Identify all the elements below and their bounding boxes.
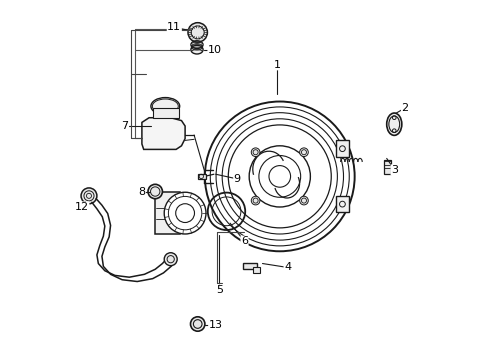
Bar — [253, 267, 260, 273]
Ellipse shape — [386, 113, 401, 135]
Text: 3: 3 — [390, 165, 397, 175]
Circle shape — [190, 317, 204, 331]
Text: 4: 4 — [284, 262, 291, 273]
Circle shape — [148, 184, 162, 199]
Text: 13: 13 — [208, 320, 222, 330]
Circle shape — [204, 102, 354, 251]
Text: 2: 2 — [401, 103, 408, 113]
Text: 5: 5 — [215, 285, 223, 295]
Circle shape — [164, 192, 205, 234]
Text: 11: 11 — [167, 22, 181, 32]
Ellipse shape — [190, 45, 203, 54]
Bar — [197, 174, 206, 179]
Text: 8: 8 — [138, 186, 145, 197]
Text: 10: 10 — [207, 45, 222, 55]
Circle shape — [299, 196, 307, 205]
Circle shape — [187, 23, 207, 42]
Circle shape — [251, 148, 260, 157]
Bar — [242, 263, 257, 269]
Bar — [154, 192, 180, 234]
Bar — [384, 160, 390, 174]
Bar — [152, 108, 178, 118]
Circle shape — [81, 188, 97, 204]
Circle shape — [299, 148, 307, 157]
Text: 9: 9 — [233, 174, 241, 184]
Ellipse shape — [151, 98, 179, 115]
Polygon shape — [142, 118, 185, 149]
Text: 6: 6 — [241, 236, 247, 246]
Circle shape — [251, 196, 260, 205]
Text: 1: 1 — [273, 60, 280, 70]
Text: 7: 7 — [121, 121, 128, 131]
Polygon shape — [335, 196, 348, 212]
Text: 12: 12 — [75, 202, 89, 212]
Circle shape — [164, 253, 177, 266]
Polygon shape — [335, 140, 348, 157]
